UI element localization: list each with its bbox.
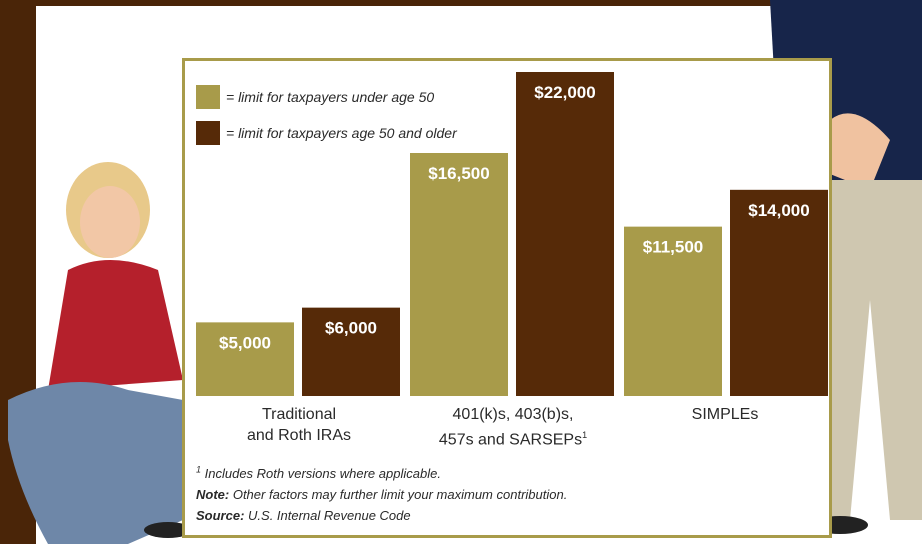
category-label-401k: 401(k)s, 403(b)s, 457s and SARSEPs1: [408, 404, 618, 450]
source-text: U.S. Internal Revenue Code: [244, 508, 411, 524]
legend-item-over50: = limit for taxpayers age 50 and older: [196, 120, 457, 146]
legend-swatch-over50: [196, 121, 220, 145]
legend-swatch-under50: [196, 85, 220, 109]
category-label-line: Traditional: [261, 406, 337, 423]
category-label-iras: Traditional and Roth IRAs: [196, 404, 402, 446]
bar-over50-2: [730, 189, 828, 396]
source-label: Source:: [196, 508, 245, 524]
woman-crouching-illustration: [8, 162, 192, 544]
bar-under50-0: [196, 322, 294, 396]
note: Note: Other factors may further limit yo…: [196, 484, 567, 505]
bar-under50-2: [624, 226, 722, 396]
bar-under50-1: [410, 153, 508, 396]
legend: = limit for taxpayers under age 50 = lim…: [196, 84, 457, 156]
background-brown-strip: [0, 0, 922, 6]
legend-item-under50: = limit for taxpayers under age 50: [196, 84, 457, 110]
legend-label-over50: = limit for taxpayers age 50 and older: [226, 125, 457, 141]
category-label-line: SIMPLEs: [691, 406, 759, 423]
footnote-superscript: 1: [582, 430, 588, 440]
category-label-text: 457s and SARSEPs: [438, 431, 583, 449]
bar-value-label: $14,000: [748, 201, 809, 220]
footnote: 1 Includes Roth versions where applicabl…: [196, 460, 567, 484]
footnote-mark: 1: [196, 465, 202, 475]
category-label-line: 457s and SARSEPs1: [408, 425, 618, 450]
source: Source: U.S. Internal Revenue Code: [196, 505, 567, 526]
footnote-text: Includes Roth versions where applicable.: [201, 466, 441, 482]
bar-value-label: $16,500: [428, 164, 489, 183]
chart-notes: 1 Includes Roth versions where applicabl…: [196, 460, 567, 526]
bar-over50-1: [516, 72, 614, 396]
category-label-line: 401(k)s, 403(b)s,: [452, 406, 574, 423]
bar-value-label: $5,000: [219, 333, 271, 352]
bar-value-label: $22,000: [534, 83, 595, 102]
category-label-line: and Roth IRAs: [246, 427, 352, 444]
note-label: Note:: [196, 487, 230, 503]
legend-label-under50: = limit for taxpayers under age 50: [226, 89, 435, 105]
category-label-simples: SIMPLEs: [622, 404, 828, 425]
note-text: Other factors may further limit your max…: [229, 487, 568, 503]
bar-over50-0: [302, 307, 400, 396]
bar-value-label: $11,500: [643, 238, 704, 257]
bar-value-label: $6,000: [325, 319, 377, 338]
